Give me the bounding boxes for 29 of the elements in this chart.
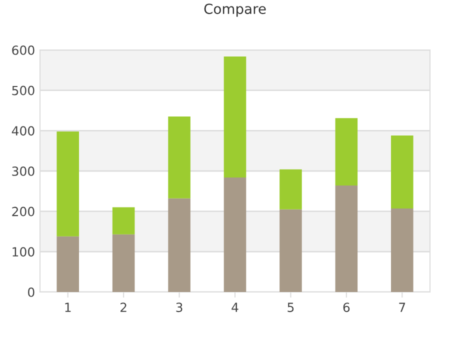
bar <box>280 209 302 292</box>
x-tick-label: 1 <box>65 302 71 312</box>
bar <box>335 118 358 186</box>
y-tick-label: 300 <box>12 166 34 176</box>
x-tick-label: 3 <box>176 302 182 312</box>
chart-title: Compare <box>204 4 266 17</box>
bar <box>56 236 79 292</box>
bar <box>56 131 79 236</box>
x-tick-label: 2 <box>120 302 126 312</box>
y-tick-label: 500 <box>12 86 34 96</box>
y-tick-label: 400 <box>12 126 34 136</box>
bar <box>224 177 246 292</box>
bar <box>391 208 414 292</box>
y-tick-label: 600 <box>12 45 34 55</box>
y-tick-label: 0 <box>28 287 34 297</box>
bar <box>112 234 135 292</box>
x-tick-label: 6 <box>343 302 350 312</box>
x-tick-label: 5 <box>288 302 294 312</box>
x-tick-label: 4 <box>232 302 238 312</box>
bar <box>168 198 190 292</box>
bar <box>391 136 414 209</box>
y-tick-label: 100 <box>12 247 34 257</box>
x-tick-label: 7 <box>399 302 406 312</box>
bar <box>168 116 190 198</box>
bar <box>280 169 302 210</box>
bar <box>112 207 135 234</box>
y-tick-label: 200 <box>12 206 34 216</box>
bar <box>224 56 246 178</box>
bar <box>335 186 358 292</box>
